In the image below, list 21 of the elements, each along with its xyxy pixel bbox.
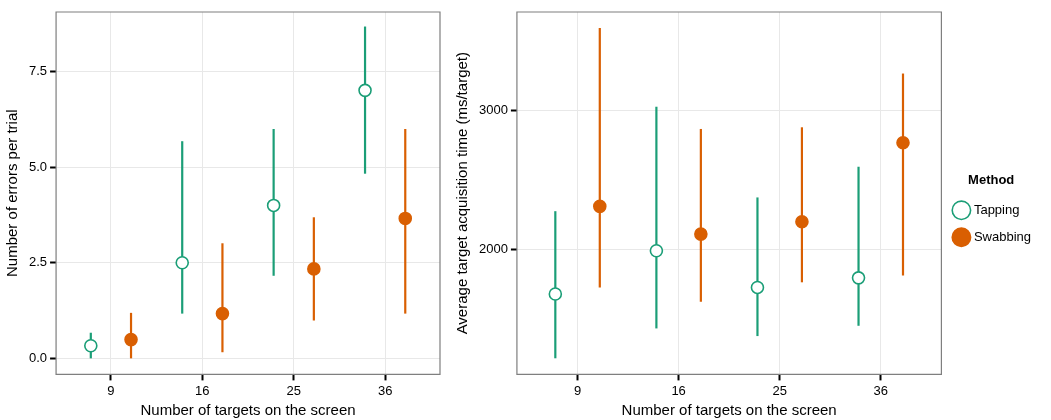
x-tick-label: 16 [195, 382, 210, 398]
x-axis-title: Number of targets on the screen [621, 401, 837, 419]
x-tick-label: 9 [573, 382, 582, 398]
x-axis-title: Number of targets on the screen [140, 401, 356, 419]
x-tick-label: 16 [671, 382, 686, 398]
y-axis-title: Number of errors per trial [3, 109, 21, 277]
x-tick-label: 36 [377, 382, 393, 398]
x-tick-label: 9 [107, 382, 115, 398]
legend-label: Swabbing [973, 228, 1032, 244]
y-tick-label: 5.0 [28, 158, 48, 174]
x-tick-label: 25 [772, 382, 787, 398]
legend-label: Tapping [973, 201, 1020, 217]
y-axis-title: Average target acquisition time (ms/target) [453, 52, 471, 335]
y-tick-label: 2.5 [28, 254, 48, 270]
y-tick-label: 0.0 [28, 349, 48, 365]
x-tick-label: 36 [873, 382, 888, 398]
y-tick-label: 2000 [479, 240, 508, 256]
x-tick-label: 25 [286, 382, 301, 398]
y-tick-label: 7.5 [28, 63, 48, 79]
y-tick-label: 3000 [479, 101, 508, 117]
legend-title: Method [968, 172, 1015, 188]
